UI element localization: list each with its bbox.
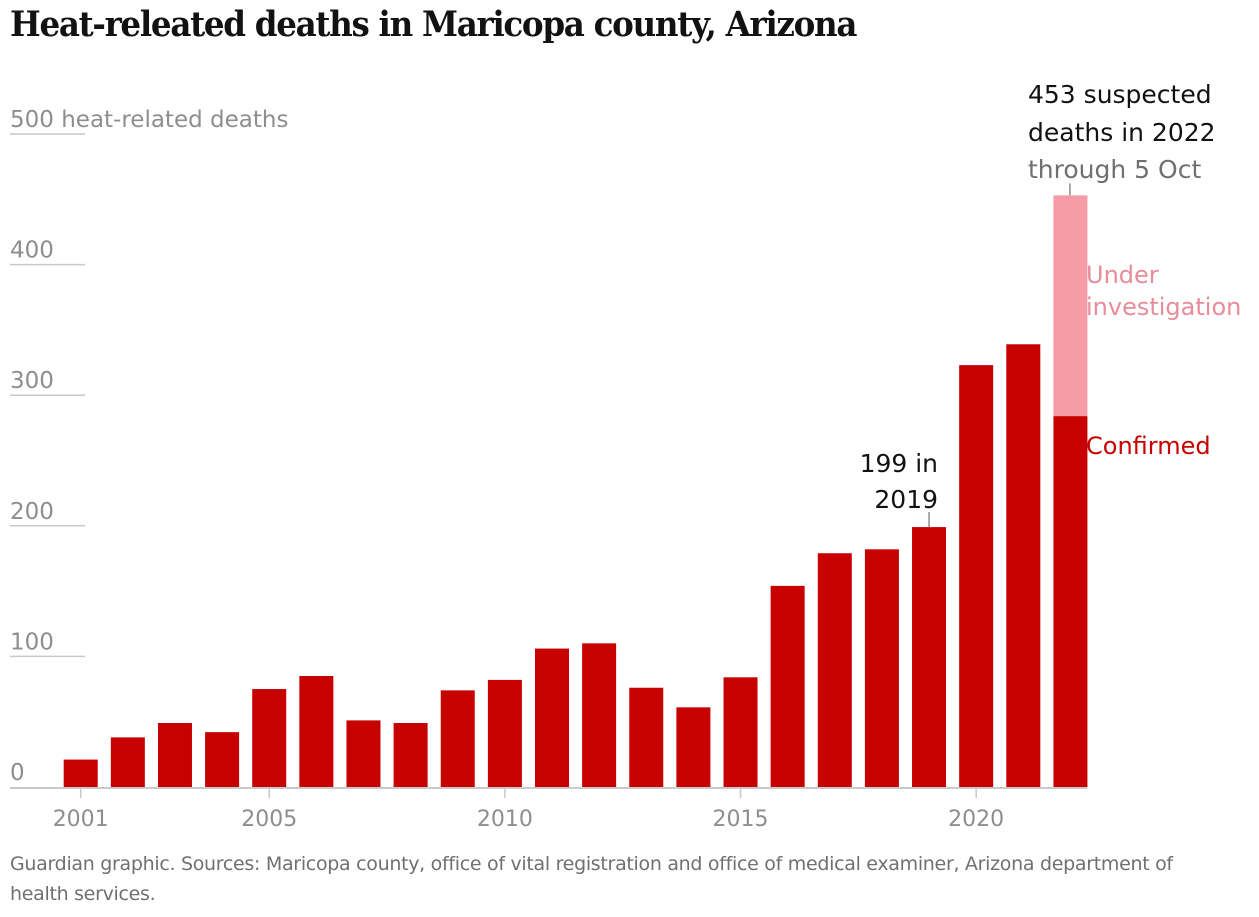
bar-2018-confirmed	[864, 549, 899, 787]
x-tick-label-2001: 2001	[53, 807, 109, 832]
bar-2009-confirmed	[440, 690, 475, 787]
bar-2022-under-investigation	[1053, 195, 1088, 417]
bar-2022-confirmed	[1053, 416, 1088, 787]
bar-2020-confirmed	[959, 365, 994, 787]
x-tick-label-2020: 2020	[948, 807, 1004, 832]
bar-2021-confirmed	[1006, 344, 1041, 787]
annotation-2019-line-1: 199 in	[860, 449, 938, 478]
y-tick-label-200: 200	[10, 499, 54, 525]
bar-2017-confirmed	[817, 553, 852, 787]
annotation-2019-line-2: 2019	[874, 485, 938, 514]
legend: Under investigation Confirmed	[1086, 261, 1241, 460]
x-axis	[10, 787, 1088, 798]
bar-2005-confirmed	[252, 689, 287, 787]
bar-2016-confirmed	[770, 585, 805, 787]
y-tick-label-400: 400	[10, 238, 54, 264]
y-tick-label-100: 100	[10, 629, 54, 655]
bar-2004-confirmed	[205, 732, 240, 787]
y-axis-labels: 0 100 200 300 400 500 heat-related deaths	[10, 107, 288, 786]
legend-under-investigation-line-2: investigation	[1086, 293, 1241, 321]
gridlines	[10, 133, 85, 658]
y-tick-label-0: 0	[10, 760, 25, 786]
bar-2007-confirmed	[346, 720, 381, 787]
annotation-2022-line-1: 453 suspected	[1028, 80, 1212, 109]
bar-2001-confirmed	[63, 759, 98, 787]
bar-2002-confirmed	[110, 737, 145, 787]
bar-2006-confirmed	[299, 675, 334, 787]
bar-2014-confirmed	[676, 707, 711, 787]
x-tick-label-2015: 2015	[713, 807, 769, 832]
bar-2019-confirmed	[912, 527, 947, 787]
bar-2008-confirmed	[393, 723, 428, 787]
bar-2011-confirmed	[535, 648, 569, 787]
annotations: 199 in 2019 453 suspected deaths in 2022 thr…	[860, 80, 1216, 528]
legend-under-investigation-line-1: Under	[1086, 261, 1159, 289]
bar-2013-confirmed	[629, 687, 664, 787]
y-tick-label-300: 300	[10, 368, 54, 394]
x-axis-labels: 2001 2005 2010 2015 2020	[53, 807, 1004, 832]
y-tick-label-500: 500 heat-related deaths	[10, 107, 288, 133]
annotation-2022-line-2: deaths in 2022	[1028, 118, 1216, 147]
bar-2003-confirmed	[157, 723, 192, 787]
source-note: Guardian graphic. Sources: Maricopa coun…	[10, 853, 1173, 905]
x-tick-label-2005: 2005	[241, 807, 297, 832]
x-tick-label-2010: 2010	[477, 807, 533, 832]
bar-2015-confirmed	[723, 677, 758, 787]
bar-2012-confirmed	[582, 643, 617, 787]
bar-chart: 0 100 200 300 400 500 heat-related deaths 200…	[10, 80, 1241, 832]
chart-title: Heat-releated deaths in Maricopa county,…	[10, 4, 857, 45]
annotation-2022-subline: through 5 Oct	[1028, 155, 1201, 184]
bar-2010-confirmed	[487, 679, 522, 787]
bars	[63, 195, 1088, 787]
legend-confirmed: Confirmed	[1086, 432, 1211, 460]
